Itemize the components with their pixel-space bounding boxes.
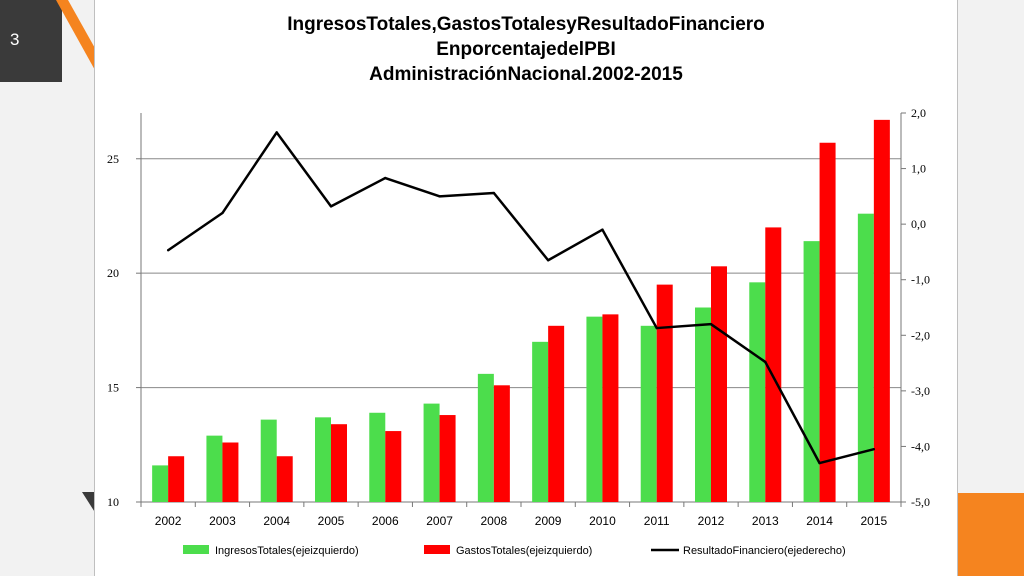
chart-plot: 10 15 20 25 -5,0 -4,0 -3,0 -2,0 -1,0 0,0 1,0 2,0 200… — [95, 0, 959, 576]
x-tick-label-2006: 2006 — [372, 514, 399, 528]
legend-swatch-1 — [424, 545, 450, 554]
point-resultado-2008 — [493, 192, 495, 194]
bar-ingresos-2012 — [695, 308, 711, 503]
x-tick-label-2010: 2010 — [589, 514, 616, 528]
right-tick-label-6: 1,0 — [911, 162, 926, 176]
left-tick-label-3: 25 — [107, 152, 119, 166]
bar-gastos-2015 — [874, 120, 890, 502]
right-tick-label-0: -5,0 — [911, 495, 930, 509]
bar-gastos-2011 — [657, 285, 673, 502]
bar-gastos-2002 — [168, 456, 184, 502]
bar-ingresos-2007 — [424, 404, 440, 502]
bar-ingresos-2014 — [804, 241, 820, 502]
point-resultado-2010 — [601, 229, 603, 231]
x-tick-label-2012: 2012 — [698, 514, 725, 528]
bar-gastos-2010 — [602, 314, 618, 502]
x-tick-label-2011: 2011 — [644, 514, 670, 528]
bar-ingresos-2011 — [641, 326, 657, 502]
point-resultado-2015 — [873, 448, 875, 450]
left-panel: 3 — [0, 0, 96, 576]
point-resultado-2009 — [547, 259, 549, 261]
left-tick-label-2: 20 — [107, 266, 119, 280]
bar-ingresos-2008 — [478, 374, 494, 502]
bar-gastos-2004 — [277, 456, 293, 502]
x-tick-label-2004: 2004 — [263, 514, 290, 528]
x-tick-label-2007: 2007 — [426, 514, 453, 528]
bar-gastos-2014 — [820, 143, 836, 502]
point-resultado-2002 — [167, 249, 169, 251]
right-tick-label-4: -1,0 — [911, 273, 930, 287]
right-tick-label-1: -4,0 — [911, 439, 930, 453]
bar-ingresos-2009 — [532, 342, 548, 502]
point-resultado-2003 — [221, 212, 223, 214]
point-resultado-2012 — [710, 323, 712, 325]
bar-ingresos-2002 — [152, 465, 168, 502]
x-tick-label-2005: 2005 — [318, 514, 345, 528]
bar-ingresos-2015 — [858, 214, 874, 502]
bar-gastos-2012 — [711, 266, 727, 502]
bar-ingresos-2004 — [261, 420, 277, 502]
point-resultado-2005 — [330, 205, 332, 207]
bar-gastos-2007 — [440, 415, 456, 502]
point-resultado-2006 — [384, 177, 386, 179]
x-tick-label-2003: 2003 — [209, 514, 236, 528]
left-tick-label-1: 15 — [107, 381, 119, 395]
x-tick-label-2009: 2009 — [535, 514, 562, 528]
x-tick-label-2013: 2013 — [752, 514, 779, 528]
legend-label-2: ResultadoFinanciero(ejederecho) — [683, 545, 846, 557]
right-tick-label-3: -2,0 — [911, 328, 930, 342]
bar-gastos-2003 — [222, 443, 238, 502]
point-resultado-2011 — [656, 327, 658, 329]
bar-ingresos-2013 — [749, 282, 765, 502]
bar-ingresos-2005 — [315, 417, 331, 502]
x-tick-label-2008: 2008 — [481, 514, 508, 528]
x-tick-label-2002: 2002 — [155, 514, 182, 528]
point-resultado-2013 — [764, 361, 766, 363]
bar-gastos-2005 — [331, 424, 347, 502]
orange-corner-block — [958, 493, 1024, 576]
bar-gastos-2006 — [385, 431, 401, 502]
orange-accent-stripe — [0, 0, 96, 90]
bar-gastos-2009 — [548, 326, 564, 502]
x-tick-label-2014: 2014 — [806, 514, 833, 528]
bar-ingresos-2006 — [369, 413, 385, 502]
right-tick-label-7: 2,0 — [911, 106, 926, 120]
point-resultado-2014 — [818, 462, 820, 464]
bar-ingresos-2010 — [586, 317, 602, 502]
x-tick-label-2015: 2015 — [861, 514, 888, 528]
point-resultado-2004 — [276, 131, 278, 133]
right-tick-label-5: 0,0 — [911, 217, 926, 231]
point-resultado-2007 — [438, 195, 440, 197]
bar-ingresos-2003 — [206, 436, 222, 502]
legend-swatch-0 — [183, 545, 209, 554]
chart-frame: IngresosTotales,GastosTotalesyResul… — [94, 0, 958, 576]
legend-label-0: IngresosTotales(ejeizquierdo) — [215, 545, 359, 557]
left-tick-label-0: 10 — [107, 495, 119, 509]
right-tick-label-2: -3,0 — [911, 384, 930, 398]
legend-label-1: GastosTotales(ejeizquierdo) — [456, 545, 592, 557]
bar-gastos-2008 — [494, 385, 510, 502]
